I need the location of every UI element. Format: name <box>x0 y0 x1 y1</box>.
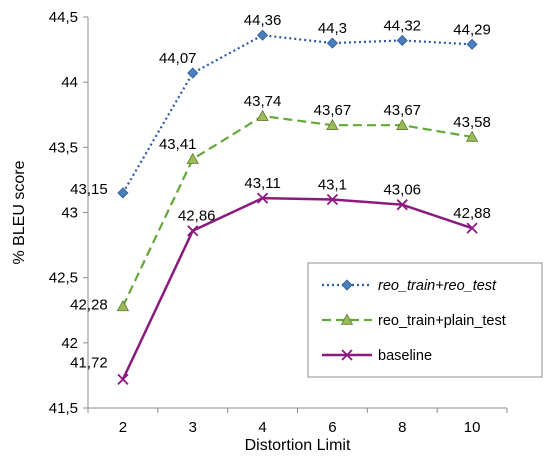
data-label: 43,1 <box>318 176 347 193</box>
series-baseline <box>117 192 478 385</box>
data-label: 43,74 <box>244 93 282 110</box>
series-reo_train+reo_test <box>117 29 478 199</box>
data-point <box>256 109 269 121</box>
legend-item: baseline <box>322 348 432 364</box>
data-label: 43,15 <box>70 181 108 198</box>
data-point <box>117 373 129 385</box>
data-point <box>396 118 409 130</box>
data-label: 43,67 <box>383 102 421 119</box>
x-tick-label: 2 <box>119 419 127 436</box>
legend-label: reo_train+plain_test <box>378 313 506 329</box>
data-point <box>396 199 408 211</box>
x-tick-label: 8 <box>398 419 406 436</box>
data-label: 43,67 <box>314 102 352 119</box>
data-point <box>326 37 338 49</box>
legend-marker <box>341 279 353 291</box>
data-point <box>326 118 339 130</box>
legend-marker <box>340 313 354 325</box>
data-label: 42,86 <box>178 208 216 225</box>
series-reo_train+plain_test <box>116 109 479 312</box>
x-tick-label: 4 <box>258 419 266 436</box>
legend-item: reo_train+plain_test <box>322 313 506 329</box>
legend: reo_train+reo_test reo_train+plain_testba… <box>307 262 543 378</box>
data-label: 42,28 <box>70 296 108 313</box>
data-point <box>257 29 269 41</box>
data-label: 43,11 <box>244 175 280 192</box>
legend-marker <box>341 349 353 361</box>
data-label: 41,72 <box>70 354 108 371</box>
data-point <box>396 34 408 47</box>
legend-label: reo_train+reo_test <box>378 278 497 294</box>
series-line <box>121 34 473 194</box>
data-labels: 43,15 44,07 44,36 44,3 44,32 44,29 42,28 43,41 4… <box>70 12 491 371</box>
data-label: 43,58 <box>453 114 491 131</box>
x-tick-label: 10 <box>464 419 481 436</box>
data-label: 44,32 <box>383 17 421 34</box>
data-point <box>326 193 339 206</box>
y-tick-label: 42 <box>61 335 78 352</box>
series-line <box>121 114 473 307</box>
data-point <box>186 152 199 164</box>
data-label: 43,41 <box>159 136 197 153</box>
x-tick-label: 3 <box>189 419 197 436</box>
legend-label: baseline <box>378 348 432 364</box>
series-layer <box>116 29 479 385</box>
data-label: 44,07 <box>159 50 197 67</box>
data-point <box>256 192 269 204</box>
y-tick-label: 42,5 <box>49 270 78 287</box>
x-tick-label: 6 <box>328 419 336 436</box>
data-point <box>187 225 199 237</box>
data-label: 44,29 <box>453 21 491 38</box>
x-axis-title: Distortion Limit <box>245 437 351 454</box>
axes: 41,5 42 42,5 43 43,5 44 44,5 2 3 4 6 8 10 <box>49 9 508 436</box>
y-tick-label: 41,5 <box>49 400 78 417</box>
data-label: 42,88 <box>453 205 491 222</box>
data-point <box>117 187 129 199</box>
y-tick-label: 43,5 <box>49 139 78 156</box>
y-tick-label: 43 <box>61 205 78 222</box>
data-point <box>116 300 130 312</box>
data-point <box>466 38 478 50</box>
y-tick-label: 44 <box>61 74 78 91</box>
data-point <box>187 67 199 79</box>
y-tick-label: 44,5 <box>49 9 78 26</box>
data-label: 44,3 <box>318 20 347 37</box>
data-label: 43,06 <box>383 182 421 199</box>
data-point <box>466 222 478 234</box>
data-label: 44,36 <box>244 12 282 29</box>
y-axis-title: % BLEU score <box>11 160 28 264</box>
series-line <box>121 196 473 380</box>
legend-item: reo_train+reo_test <box>322 278 497 294</box>
data-point <box>465 130 479 142</box>
